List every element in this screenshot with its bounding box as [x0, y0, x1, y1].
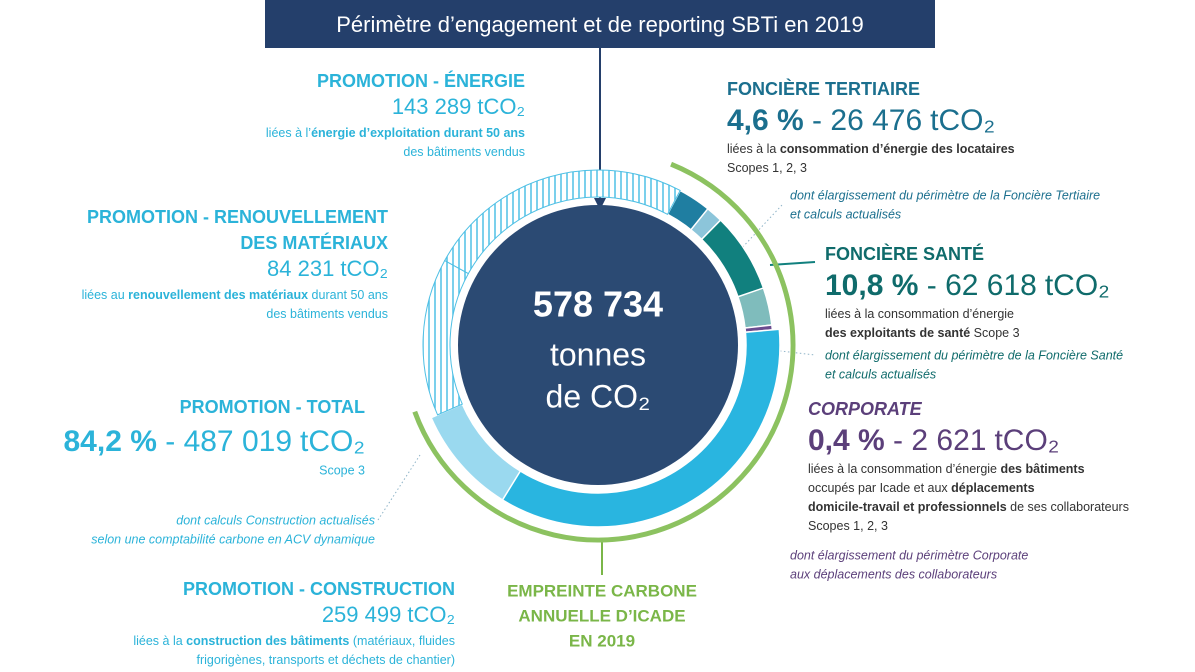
text-run: liées à la consommation d’énergie [808, 462, 1000, 476]
footer: EMPREINTE CARBONE [507, 581, 697, 600]
separator: - [157, 425, 184, 458]
text-run: durant 50 ans [308, 288, 388, 302]
text-run: liées à la [727, 142, 780, 156]
percent-label: 4,6 % [727, 104, 804, 137]
text-run: liées à la [133, 634, 186, 648]
unit: tCO₂ [407, 602, 455, 627]
note: et calculs actualisés [825, 367, 936, 381]
separator: - [804, 104, 831, 137]
unit: tCO₂ [300, 425, 365, 458]
text-run: liées à la consommation d’énergie [825, 307, 1014, 321]
description: frigorigènes, transports et déchets de c… [197, 653, 455, 667]
text-run: liées à l’ [266, 126, 311, 140]
text-run-bold: construction des bâtiments [186, 634, 349, 648]
text-run: Scopes 1, 2, 3 [727, 161, 807, 175]
note: dont élargissement du périmètre Corporat… [790, 548, 1028, 562]
description: liées au renouvellement des matériaux du… [82, 288, 388, 302]
text-run-bold: domicile-travail et professionnels [808, 500, 1007, 514]
value-label: 2 621 [911, 424, 986, 457]
value-label: 84 231 [267, 256, 334, 281]
segment-name: CORPORATE [808, 399, 923, 419]
percent-label: 10,8 % [825, 269, 918, 302]
value-label: 487 019 [184, 425, 292, 458]
title: Périmètre d’engagement et de reporting S… [336, 12, 864, 37]
text-run: des bâtiments vendus [266, 307, 388, 321]
text-run-bold: déplacements [951, 481, 1034, 495]
unit: tCO₂ [340, 256, 388, 281]
description: domicile-travail et professionnels de se… [808, 500, 1129, 514]
text-run: Scopes 1, 2, 3 [808, 519, 888, 533]
description: liées à la consommation d’énergie des bâ… [808, 462, 1085, 476]
text-run-bold: renouvellement des matériaux [128, 288, 308, 302]
description: liées à la consommation d’énergie des lo… [727, 142, 1015, 156]
total-value: 578 734 [533, 284, 663, 325]
group-note: Scope 3 [319, 463, 365, 477]
text-run-bold: énergie d’exploitation durant 50 ans [311, 126, 525, 140]
value-label: 62 618 [945, 269, 1037, 302]
infographic: Périmètre d’engagement et de reporting S… [0, 0, 1195, 672]
text-run: frigorigènes, transports et déchets de c… [197, 653, 455, 667]
text-run: de ses collaborateurs [1007, 500, 1129, 514]
group-name: PROMOTION - TOTAL [180, 397, 365, 417]
note: dont élargissement du périmètre de la Fo… [790, 188, 1100, 202]
unit: tCO₂ [477, 94, 525, 119]
description: occupés par Icade et aux déplacements [808, 481, 1035, 495]
description: liées à la construction des bâtiments (m… [133, 634, 455, 648]
note: dont élargissement du périmètre de la Fo… [825, 348, 1123, 362]
footer: ANNUELLE D’ICADE [518, 606, 685, 625]
note: selon une comptabilité carbone en ACV dy… [91, 532, 375, 546]
text-run: des bâtiments vendus [403, 145, 525, 159]
text-run: (matériaux, fluides [349, 634, 455, 648]
segment-name: PROMOTION - RENOUVELLEMENT [87, 207, 388, 227]
segment-name: PROMOTION - ÉNERGIE [317, 70, 525, 91]
description: des exploitants de santé Scope 3 [825, 326, 1020, 340]
text-run: liées au [82, 288, 129, 302]
description: liées à l’énergie d’exploitation durant … [266, 126, 525, 140]
value-label: 143 289 [392, 94, 472, 119]
description: des bâtiments vendus [266, 307, 388, 321]
footer: EN 2019 [569, 631, 635, 650]
description: Scopes 1, 2, 3 [727, 161, 807, 175]
text-run-bold: consommation d’énergie des locataires [780, 142, 1015, 156]
segment-name: PROMOTION - CONSTRUCTION [183, 579, 455, 599]
note: dont calculs Construction actualisés [176, 513, 375, 527]
unit: tCO₂ [1045, 269, 1110, 302]
unit: tCO₂ [930, 104, 995, 137]
separator: - [918, 269, 945, 302]
unit: tCO₂ [994, 424, 1059, 457]
segment-name: FONCIÈRE TERTIAIRE [727, 78, 920, 99]
text-run: occupés par Icade et aux [808, 481, 951, 495]
total-unit: tonnes [550, 336, 646, 372]
description: liées à la consommation d’énergie [825, 307, 1014, 321]
value-label: 26 476 [830, 104, 922, 137]
value-label: 259 499 [322, 602, 402, 627]
text-run-bold: des exploitants de santé [825, 326, 970, 340]
segment-name: FONCIÈRE SANTÉ [825, 243, 984, 264]
note: et calculs actualisés [790, 207, 901, 221]
description: Scopes 1, 2, 3 [808, 519, 888, 533]
percent-label: 0,4 % [808, 424, 885, 457]
text-run-bold: des bâtiments [1000, 462, 1084, 476]
percent-label: 84,2 % [63, 425, 156, 458]
note: aux déplacements des collaborateurs [790, 567, 997, 581]
description: des bâtiments vendus [403, 145, 525, 159]
segment-name: DES MATÉRIAUX [240, 232, 388, 253]
total-unit: de CO₂ [546, 378, 651, 414]
separator: - [885, 424, 912, 457]
text-run: Scope 3 [970, 326, 1019, 340]
